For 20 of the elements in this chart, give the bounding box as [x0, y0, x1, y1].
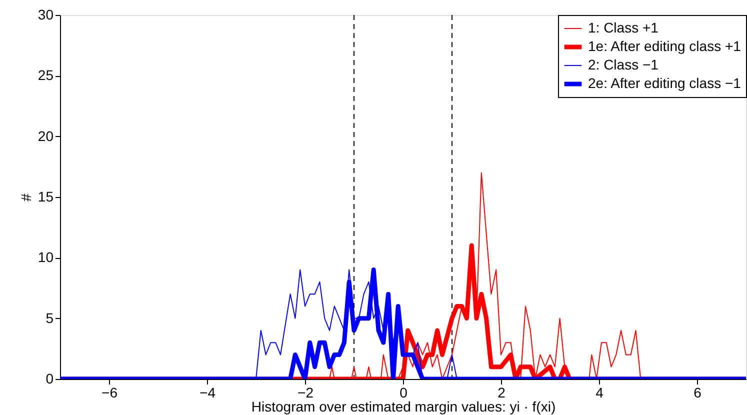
- x-tick-label: 2: [498, 384, 506, 400]
- x-tick-label: 0: [400, 384, 408, 400]
- x-tick-label: −2: [298, 384, 314, 400]
- y-tick-label: 15: [38, 188, 54, 204]
- y-axis-title: #: [18, 193, 34, 202]
- y-tick-label: 0: [46, 370, 54, 386]
- y-tick-label: 30: [38, 6, 54, 22]
- x-axis-title: Histogram over estimated margin values: yi · f(xi): [251, 398, 556, 414]
- legend-label: 1: Class +1: [588, 20, 659, 36]
- x-tick-label: −6: [102, 384, 118, 400]
- x-tick-label: 6: [694, 384, 702, 400]
- x-tick-label: −4: [200, 384, 216, 400]
- x-tick-label: 4: [596, 384, 604, 400]
- y-tick-label: 25: [38, 67, 54, 84]
- legend-label: 2: Class −1: [588, 56, 659, 72]
- y-tick-label: 5: [46, 310, 54, 326]
- y-tick-label: 10: [38, 249, 54, 266]
- legend-label: 2e: After editing class −1: [588, 75, 742, 91]
- y-tick-label: 20: [38, 128, 54, 144]
- legend-label: 1e: After editing class +1: [588, 38, 742, 54]
